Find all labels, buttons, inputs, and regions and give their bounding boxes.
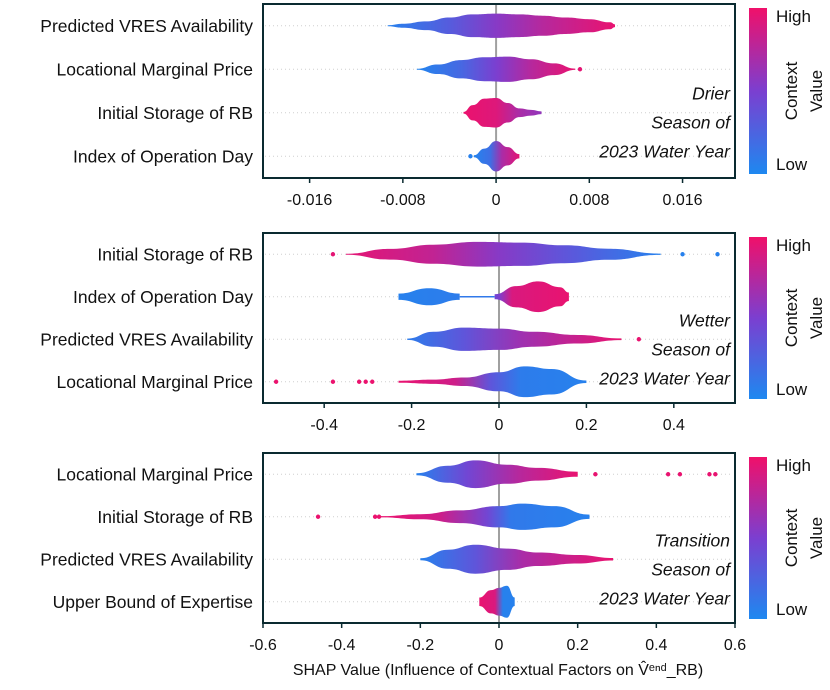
x-tick-label: 0.008	[569, 192, 609, 209]
outlier-point	[372, 514, 378, 519]
season-annotation-line: 2023 Water Year	[598, 142, 731, 162]
outlier-point	[636, 337, 642, 342]
outlier-point	[577, 67, 583, 72]
violin-initial-storage-of-rb	[346, 241, 661, 267]
x-tick-label: -0.4	[310, 417, 338, 434]
violin-predicted-vres-availability	[387, 13, 615, 38]
panel-frame	[262, 3, 736, 179]
feature-label: Predicted VRES Availability	[40, 329, 253, 349]
x-tick-label: 0.2	[575, 417, 597, 434]
x-tick-label: 0	[495, 637, 504, 654]
feature-label: Upper Bound of Expertise	[53, 592, 253, 612]
colorbar-low-label: Low	[776, 380, 808, 399]
panel-wetter: Initial Storage of RB Index of Operation …	[40, 232, 826, 434]
feature-label: Initial Storage of RB	[97, 103, 253, 123]
x-tick-label: 0.4	[663, 417, 685, 434]
violin-predicted-vres-availability	[420, 544, 614, 574]
x-tick-label: 0	[492, 192, 501, 209]
feature-label: Index of Operation Day	[73, 146, 253, 166]
x-tick-label: 0.016	[663, 192, 703, 209]
season-annotation-line: 2023 Water Year	[598, 589, 731, 609]
x-tick-label: -0.2	[398, 417, 426, 434]
outlier-point	[593, 472, 598, 477]
colorbar	[749, 8, 767, 174]
feature-label: Initial Storage of RB	[97, 244, 253, 264]
colorbar	[749, 457, 767, 619]
x-axis-label: SHAP Value (Influence of Contextual Fact…	[293, 659, 703, 679]
x-tick-label: -0.2	[407, 637, 435, 654]
outlier-point	[715, 252, 720, 257]
violin-locational-marginal-price	[416, 56, 576, 82]
season-annotation-line: Drier	[692, 84, 731, 104]
outlier-point	[370, 379, 375, 384]
feature-label: Locational Marginal Price	[57, 464, 254, 484]
colorbar-title-line1: Context	[782, 288, 801, 347]
feature-label: Locational Marginal Price	[57, 372, 254, 392]
colorbar-title-line2: Value	[807, 70, 826, 112]
outlier-point	[707, 472, 712, 477]
panel-transition: Locational Marginal Price Initial Storage…	[40, 452, 826, 654]
season-annotation-line: Transition	[654, 531, 730, 551]
feature-label: Predicted VRES Availability	[40, 549, 253, 569]
colorbar-high-label: High	[776, 7, 811, 26]
violin-upper-bound-of-expertise	[479, 585, 515, 618]
violin-index-of-operation-day	[473, 141, 520, 172]
x-tick-label: 0.4	[645, 637, 667, 654]
outlier-point	[680, 252, 685, 257]
outlier-point	[468, 154, 473, 159]
x-tick-label: -0.6	[249, 637, 277, 654]
colorbar-high-label: High	[776, 236, 811, 255]
season-annotation-line: Season of	[651, 340, 732, 360]
violin-predicted-vres-availability	[407, 327, 622, 351]
violin-locational-marginal-price	[398, 366, 587, 398]
x-tick-label: 0.6	[724, 637, 746, 654]
colorbar-high-label: High	[776, 456, 811, 475]
violin-locational-marginal-price	[416, 460, 578, 489]
outlier-point	[363, 379, 368, 384]
colorbar-title-line1: Context	[782, 61, 801, 120]
feature-label: Locational Marginal Price	[57, 59, 254, 79]
colorbar	[749, 237, 767, 399]
outlier-point	[315, 514, 321, 519]
outlier-point	[376, 514, 382, 519]
outlier-point	[665, 472, 671, 477]
outlier-point	[356, 379, 362, 384]
x-tick-label: -0.008	[380, 192, 425, 209]
x-tick-label: -0.016	[287, 192, 332, 209]
x-tick-label: -0.4	[328, 637, 356, 654]
season-annotation-line: Wetter	[679, 311, 731, 331]
colorbar-title-line2: Value	[807, 297, 826, 339]
x-tick-label: 0.2	[567, 637, 589, 654]
outlier-point	[330, 252, 336, 257]
violin-initial-storage-of-rb	[463, 98, 542, 128]
colorbar-low-label: Low	[776, 155, 808, 174]
outlier-point	[713, 472, 718, 477]
outlier-point	[677, 472, 683, 477]
x-tick-label: 0	[495, 417, 504, 434]
colorbar-low-label: Low	[776, 600, 808, 619]
colorbar-title-line2: Value	[807, 517, 826, 559]
season-annotation-line: Season of	[651, 560, 732, 580]
feature-label: Index of Operation Day	[73, 287, 253, 307]
season-annotation-line: Season of	[651, 113, 732, 133]
violin-initial-storage-of-rb	[381, 503, 590, 530]
panel-drier: Predicted VRES Availability Locational Ma…	[40, 3, 826, 209]
feature-label: Predicted VRES Availability	[40, 16, 253, 36]
outlier-point	[273, 379, 279, 384]
season-annotation-line: 2023 Water Year	[598, 369, 731, 389]
colorbar-title-line1: Context	[782, 508, 801, 567]
feature-label: Initial Storage of RB	[97, 507, 253, 527]
outlier-point	[330, 379, 336, 384]
